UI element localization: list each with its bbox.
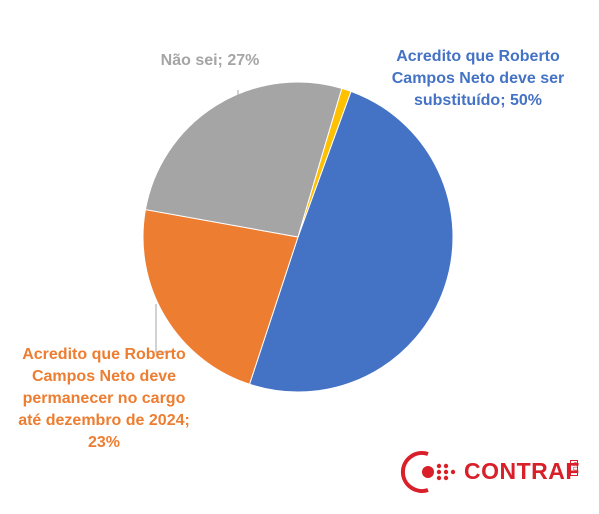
slice-permanecer: [142, 208, 299, 385]
label-line: substituído; 50%: [413, 92, 542, 109]
slice-outros: [297, 87, 352, 238]
label-line: Acredito que Roberto: [396, 48, 560, 65]
slice-label-nao-sei: Não sei; 27%: [150, 50, 270, 72]
slice-label-permanecer: Acredito que Roberto Campos Neto deve pe…: [4, 344, 204, 454]
slice-label-substituido: Acredito que Roberto Campos Neto deve se…: [388, 46, 568, 112]
slice-substituido: [248, 90, 454, 393]
contraf-logo-text: CONTRAF: [464, 458, 580, 484]
slice-nao-sei: [144, 81, 343, 238]
leader-line-permanecer: [155, 304, 174, 353]
label-line: até dezembro de 2024;: [18, 412, 190, 429]
label-line: Campos Neto deve ser: [391, 70, 565, 87]
label-line: permanecer no cargo: [22, 390, 186, 407]
contraf-logo-mark-icon: [400, 451, 456, 493]
contraf-logo: CONTRAF CUT: [398, 446, 588, 496]
label-line: Campos Neto deve: [31, 368, 177, 385]
contraf-logo-sub: CUT: [570, 460, 578, 477]
label-line: 23%: [87, 434, 121, 451]
label-line: Não sei; 27%: [160, 52, 260, 69]
label-line: Acredito que Roberto: [22, 346, 186, 363]
